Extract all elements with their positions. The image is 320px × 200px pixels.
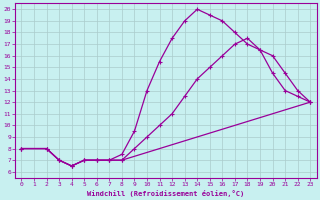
X-axis label: Windchill (Refroidissement éolien,°C): Windchill (Refroidissement éolien,°C) (87, 190, 244, 197)
